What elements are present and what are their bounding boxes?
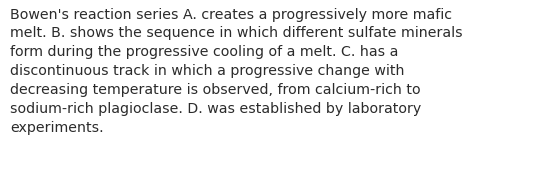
Text: Bowen's reaction series A. creates a progressively more mafic
melt. B. shows the: Bowen's reaction series A. creates a pro… <box>10 8 463 135</box>
